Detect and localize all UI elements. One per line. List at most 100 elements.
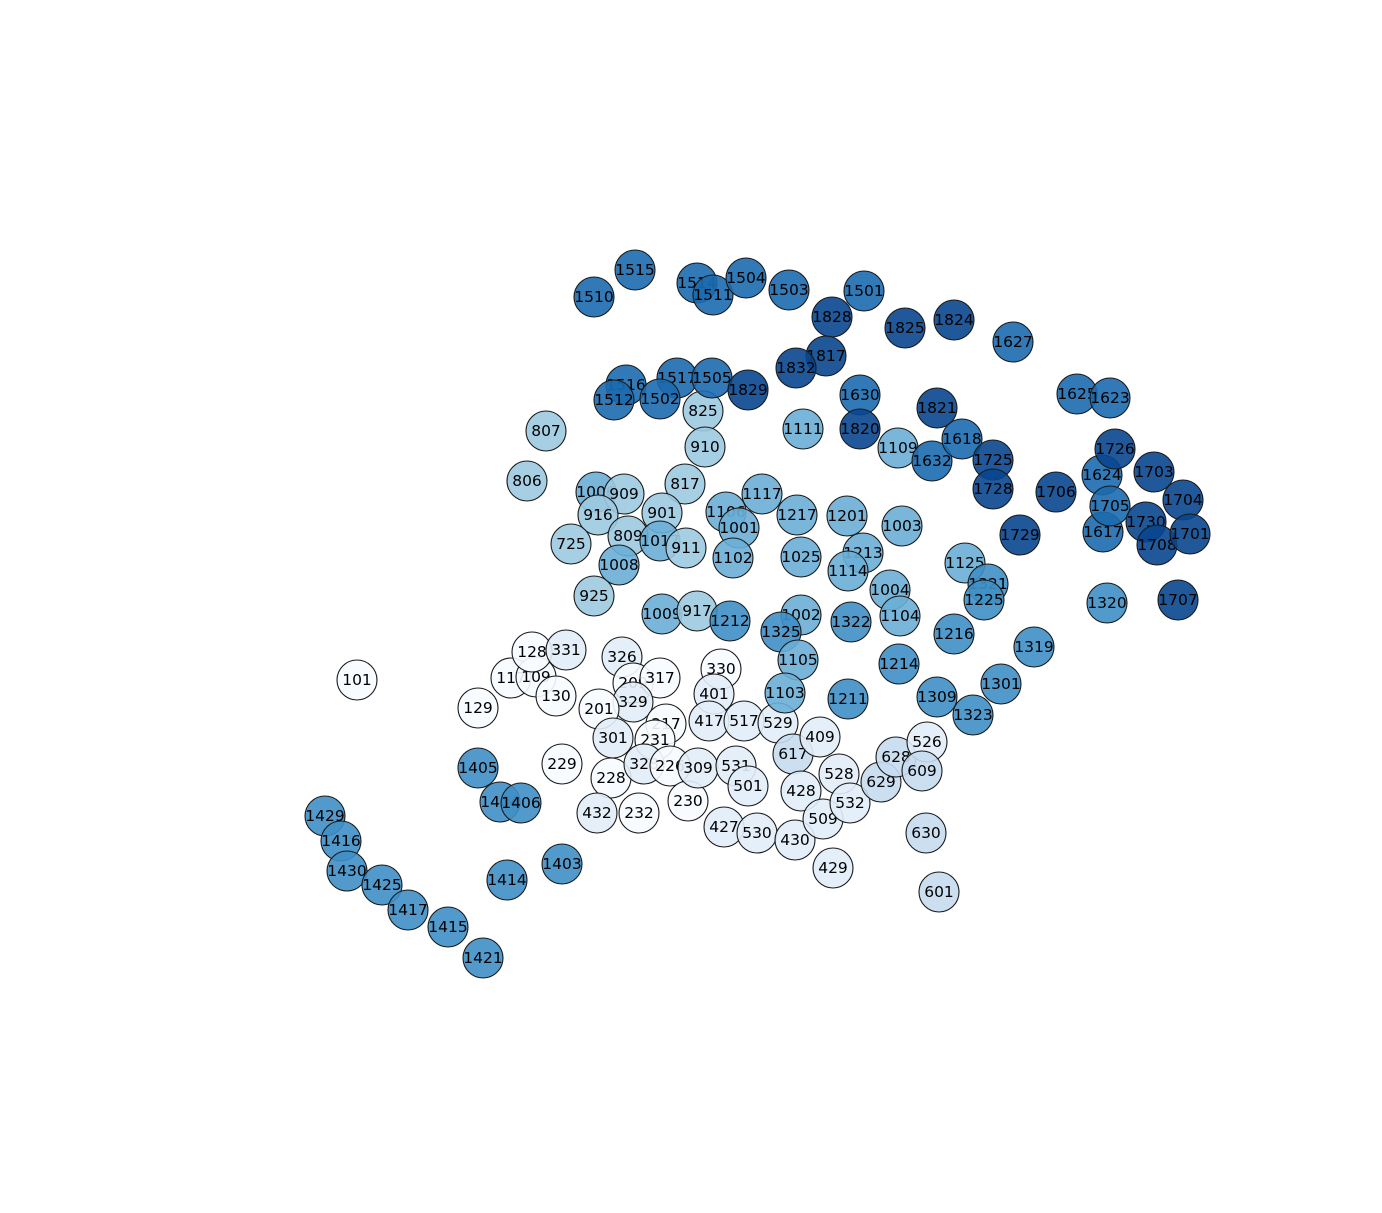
node-1501: 1501 [843,270,885,312]
node-label: 417 [694,712,724,730]
node-label: 1625 [1057,385,1096,403]
node-label: 628 [881,748,911,766]
node-label: 809 [613,527,643,545]
node-label: 901 [647,504,677,522]
node-517: 517 [723,700,765,742]
node-circle [933,299,975,341]
node-label: 1725 [973,451,1012,469]
node-label: 1503 [769,281,808,299]
node-circle [1035,471,1077,513]
node-label: 1824 [934,311,973,329]
node-1729: 1729 [999,514,1041,556]
node-label: 1111 [783,420,822,438]
node-circle [774,819,816,861]
node-circle [812,847,854,889]
node-1301: 1301 [980,663,1022,705]
node-label: 1504 [726,269,765,287]
node-label: 517 [729,712,759,730]
node-label: 1114 [828,562,867,580]
node-1117: 1117 [741,473,783,515]
node-circle [598,544,640,586]
node-label: 401 [699,685,729,703]
node-301: 301 [592,717,634,759]
node-label: 429 [818,859,848,877]
node-1832: 1832 [775,347,817,389]
node-circle [879,595,921,637]
node-label: 1707 [1158,591,1197,609]
node-label: 1828 [812,308,851,326]
node-label: 1004 [870,581,909,599]
node-circle [933,613,975,655]
node-1216: 1216 [933,613,975,655]
node-circle [1157,579,1199,621]
node-circle [525,410,567,452]
node-label: 925 [579,587,609,605]
node-circle [709,600,751,642]
node-label: 526 [912,733,942,751]
node-label: 1627 [993,333,1032,351]
node-label: 601 [924,883,954,901]
node-label: 331 [551,641,581,659]
node-label: 229 [547,755,577,773]
node-label: 101 [342,671,372,689]
node-label: 1624 [1082,466,1121,484]
node-circle [1089,485,1131,527]
node-label: 1225 [964,591,1003,609]
node-label: 909 [609,485,639,503]
node-1214: 1214 [878,643,920,685]
node-230: 230 [667,780,709,822]
node-232: 232 [618,792,660,834]
node-circle [577,494,619,536]
node-label: 1216 [934,625,973,643]
node-circle [1169,513,1211,555]
node-label: 1323 [953,706,992,724]
node-532: 532 [829,782,871,824]
node-label: 226 [655,757,685,775]
node-circle [775,347,817,389]
node-circle [799,716,841,758]
node-label: 1701 [1170,525,1209,543]
node-label: 916 [583,506,613,524]
node-1510: 1510 [573,276,615,318]
node-label: 1415 [428,918,467,936]
node-530: 530 [736,812,778,854]
node-806: 806 [506,460,548,502]
node-circle [780,770,822,812]
node-label: 1003 [882,517,921,535]
node-label: 409 [805,728,835,746]
node-label: 1211 [828,690,867,708]
node-1103: 1103 [764,672,806,714]
node-label: 1109 [878,439,917,457]
node-101: 101 [336,659,378,701]
node-916: 916 [577,494,619,536]
node-label: 1825 [885,319,924,337]
node-circle [941,418,983,460]
node-129: 129 [457,687,499,729]
node-circle [843,270,885,312]
node-817: 817 [664,463,706,505]
node-label: 326 [607,648,637,666]
node-1009: 1009 [641,593,683,635]
node-label: 1217 [777,506,816,524]
node-label: 532 [835,794,865,812]
node-circle [387,889,429,931]
node-1403: 1403 [541,843,583,885]
node-1505: 1505 [691,357,733,399]
node-317: 317 [639,657,681,699]
node-label: 1430 [327,862,366,880]
node-circle [1133,451,1175,493]
node-circle [639,657,681,699]
node-1820: 1820 [839,408,881,450]
node-1430: 1430 [326,850,368,892]
node-circle [336,659,378,701]
node-circle [905,812,947,854]
node-128: 128 [511,631,553,673]
node-circle [999,514,1041,556]
node-circle [826,495,868,537]
node-label: 1832 [776,359,815,377]
node-1504: 1504 [725,257,767,299]
node-label: 1512 [594,391,633,409]
node-circle [1013,626,1055,668]
node-circle [952,694,994,736]
